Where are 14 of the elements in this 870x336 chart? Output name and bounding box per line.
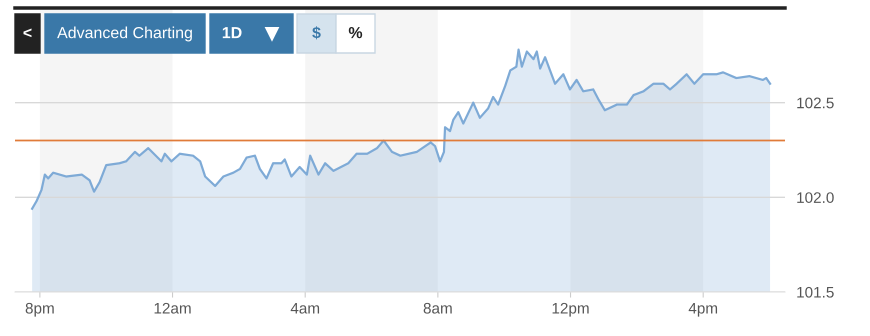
- x-tick-label: 8am: [424, 302, 452, 314]
- y-tick-label: 102.0: [797, 192, 834, 204]
- x-tick-label: 4pm: [688, 302, 718, 317]
- x-tick-label: 12pm: [552, 302, 589, 317]
- annotation: Advanced Charting: [57, 26, 192, 42]
- annotation: $: [312, 26, 321, 40]
- x-tick-label: 8pm: [26, 302, 54, 317]
- y-tick-label: 101.5: [797, 286, 834, 298]
- annotation: %: [348, 27, 362, 38]
- x-tick-label: 4am: [290, 302, 320, 314]
- annotation: 1D: [222, 27, 242, 38]
- annotation: <: [24, 28, 32, 38]
- x-tick-label: 12am: [154, 302, 191, 314]
- y-tick-label: 102.5: [797, 98, 834, 108]
